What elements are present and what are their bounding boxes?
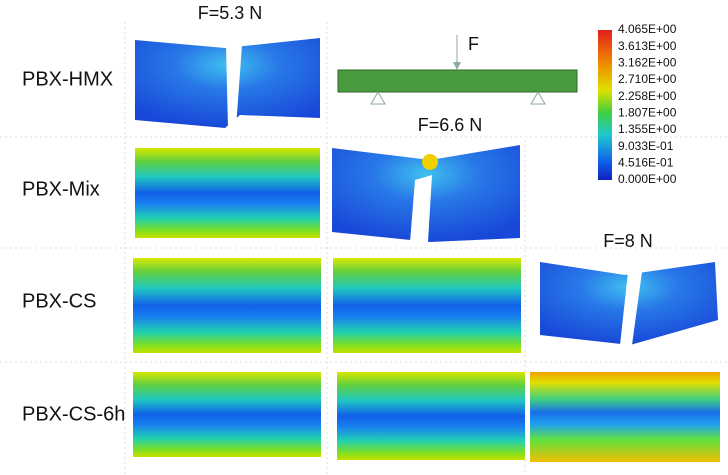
force-label: F=6.6 N: [418, 115, 483, 135]
colorbar-label: 4.065E+00: [618, 22, 677, 36]
panel: [135, 148, 320, 238]
panel: [133, 372, 321, 457]
crack: [410, 175, 432, 242]
colorbar-scale: [598, 30, 612, 180]
row-label: PBX-HMX: [22, 68, 113, 90]
colorbar-label: 0.000E+00: [618, 172, 677, 186]
crack: [620, 272, 642, 345]
panels: [133, 38, 720, 462]
panel: [530, 372, 720, 462]
colorbar-label: 2.258E+00: [618, 89, 677, 103]
support: [370, 91, 386, 105]
row-label: PBX-Mix: [22, 178, 100, 200]
beam: [337, 69, 578, 93]
panel: [333, 258, 521, 353]
colorbar-label: 1.355E+00: [618, 122, 677, 136]
colorbar-label: 2.710E+00: [618, 72, 677, 86]
row-label: PBX-CS: [22, 290, 96, 312]
crack: [226, 45, 242, 128]
row-label: PBX-CS-6h: [22, 403, 125, 425]
colorbar-label: 9.033E-01: [618, 139, 674, 153]
colorbar-label: 3.613E+00: [618, 39, 677, 53]
force-label: F=5.3 N: [198, 3, 263, 23]
colorbar-label: 1.807E+00: [618, 105, 677, 119]
colorbar: 4.065E+00 3.613E+00 3.162E+00 2.710E+00 …: [598, 22, 677, 186]
panel: [337, 372, 525, 460]
hotspot: [422, 154, 438, 170]
support: [530, 91, 546, 105]
arrow-head: [453, 62, 461, 70]
force-label: F: [468, 34, 479, 54]
colorbar-label: 4.516E-01: [618, 155, 674, 169]
panel: [133, 258, 321, 353]
beam-diagram: F: [337, 34, 578, 105]
force-label: F=8 N: [603, 231, 653, 251]
colorbar-label: 3.162E+00: [618, 55, 677, 69]
